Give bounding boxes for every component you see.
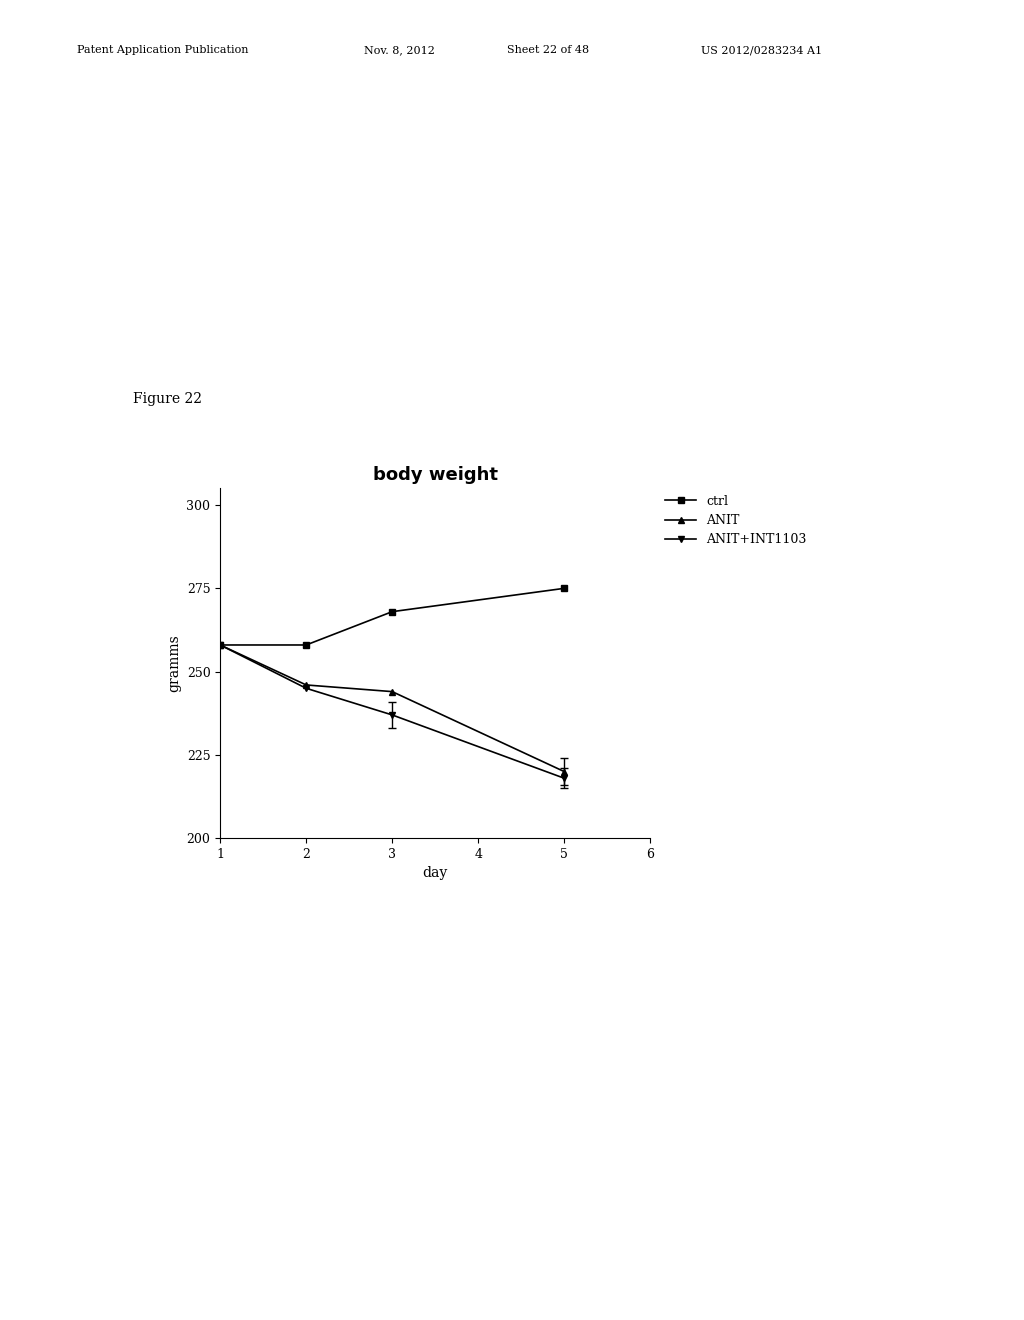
ANIT	[558, 764, 570, 780]
Text: US 2012/0283234 A1: US 2012/0283234 A1	[701, 45, 822, 55]
ANIT+INT1103	[386, 708, 398, 723]
Legend: ctrl, ANIT, ANIT+INT1103: ctrl, ANIT, ANIT+INT1103	[666, 495, 807, 546]
ANIT	[386, 684, 398, 700]
Text: Figure 22: Figure 22	[133, 392, 202, 405]
ANIT	[214, 638, 226, 653]
ANIT+INT1103	[558, 771, 570, 787]
Title: body weight: body weight	[373, 466, 498, 484]
Line: ANIT+INT1103: ANIT+INT1103	[217, 642, 567, 781]
X-axis label: day: day	[423, 866, 447, 880]
ctrl	[214, 638, 226, 653]
Text: Sheet 22 of 48: Sheet 22 of 48	[507, 45, 589, 55]
ANIT	[300, 677, 312, 693]
ctrl	[300, 638, 312, 653]
Text: Nov. 8, 2012: Nov. 8, 2012	[364, 45, 434, 55]
Y-axis label: gramms: gramms	[167, 635, 181, 692]
Text: Patent Application Publication: Patent Application Publication	[77, 45, 248, 55]
ANIT+INT1103	[214, 638, 226, 653]
Line: ANIT: ANIT	[217, 642, 567, 775]
Line: ctrl: ctrl	[217, 585, 567, 648]
ctrl	[558, 581, 570, 597]
ANIT+INT1103	[300, 680, 312, 696]
ctrl	[386, 603, 398, 619]
